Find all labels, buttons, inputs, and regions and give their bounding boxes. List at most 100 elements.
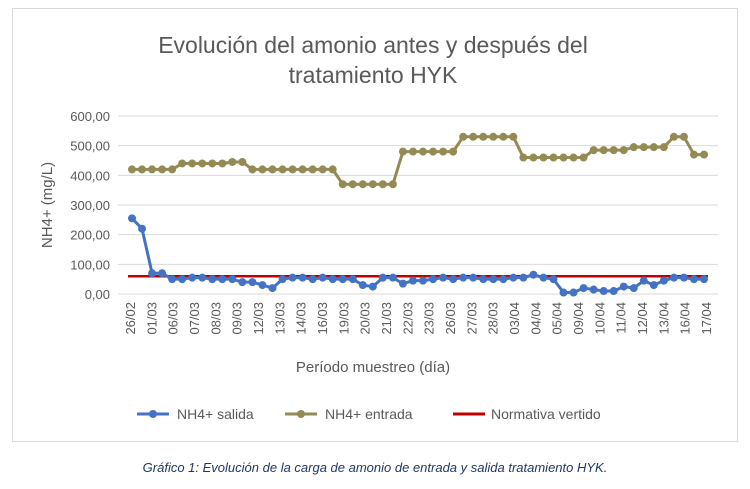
data-point (128, 214, 136, 223)
data-point (539, 153, 548, 162)
x-tick-labels: 26/02 01/03 06/03 07/03 08/03 09/03 12/03 13/03… (123, 302, 714, 335)
data-point (479, 132, 488, 141)
y-tick-label: 500,00 (70, 139, 110, 154)
data-point (288, 165, 297, 174)
data-point (158, 269, 167, 278)
data-point (609, 287, 618, 296)
data-point (178, 275, 187, 284)
legend-marker-0 (149, 410, 157, 418)
x-tick-label: 20/03 (358, 302, 373, 335)
x-tick-label: 17/04 (699, 302, 714, 335)
data-point (700, 150, 708, 159)
data-point (539, 273, 548, 282)
data-point (509, 273, 518, 282)
data-point (168, 275, 177, 284)
data-point (248, 278, 257, 287)
data-point (569, 288, 578, 297)
data-point (258, 165, 267, 174)
data-point (549, 275, 558, 284)
data-point (489, 132, 498, 141)
data-point (629, 143, 638, 152)
data-point (559, 288, 568, 297)
data-point (429, 147, 438, 156)
data-point (358, 180, 367, 189)
x-tick-label: 09/03 (230, 302, 245, 335)
data-point (318, 273, 327, 282)
series-line-0 (130, 217, 704, 295)
data-point (499, 275, 508, 284)
x-tick-label: 16/04 (678, 302, 693, 335)
data-point (378, 180, 387, 189)
data-point (469, 273, 478, 282)
data-point (569, 153, 578, 162)
data-point (218, 159, 227, 168)
data-point (700, 275, 708, 284)
data-point (599, 287, 608, 296)
x-tick-label: 08/03 (208, 302, 223, 335)
data-point (128, 165, 136, 174)
data-point (138, 224, 147, 233)
data-point (649, 143, 658, 152)
data-point (348, 275, 357, 284)
data-point (679, 132, 688, 141)
data-point (469, 132, 478, 141)
data-point (248, 165, 257, 174)
data-point (669, 273, 678, 282)
series-line-1 (132, 135, 704, 186)
data-point (268, 284, 277, 293)
data-point (388, 180, 397, 189)
data-point (368, 180, 377, 189)
legend-label-2: Normativa vertido (491, 406, 601, 422)
figure-caption: Gráfico 1: Evolución de la carga de amon… (142, 460, 608, 475)
data-point (519, 273, 528, 282)
data-point (138, 165, 147, 174)
data-point (589, 146, 598, 155)
data-point (459, 273, 468, 282)
gridlines (118, 115, 718, 295)
data-point (619, 282, 628, 291)
data-point (649, 281, 658, 290)
data-point (268, 165, 277, 174)
data-point (599, 146, 608, 155)
data-point (358, 281, 367, 290)
x-tick-label: 11/04 (614, 302, 629, 334)
data-point (298, 273, 307, 282)
data-point (679, 273, 688, 282)
legend-label-1: NH4+ entrada (325, 406, 413, 422)
data-point (218, 275, 227, 284)
data-point (519, 153, 528, 162)
data-point (449, 275, 458, 284)
x-tick-label: 16/03 (315, 302, 330, 335)
data-point (529, 270, 538, 279)
x-tick-label: 23/03 (422, 302, 437, 335)
x-tick-label: 22/03 (400, 302, 415, 335)
y-tick-label: 200,00 (70, 228, 110, 243)
x-tick-label: 19/03 (336, 302, 351, 335)
data-point (378, 273, 387, 282)
x-tick-label: 09/04 (571, 302, 586, 335)
x-tick-label: 13/03 (272, 302, 287, 335)
data-point (659, 276, 668, 285)
y-axis-label: NH4+ (mg/L) (39, 162, 56, 248)
data-point (429, 275, 438, 284)
data-point (579, 153, 588, 162)
data-point (258, 281, 267, 290)
y-tick-label: 0,00 (85, 287, 110, 302)
x-tick-label: 26/02 (123, 302, 138, 335)
y-tick-label: 400,00 (70, 168, 110, 183)
chart-title-line1: Evolución del amonio antes y después del (158, 32, 588, 58)
data-point (178, 159, 187, 168)
data-point (439, 147, 448, 156)
data-point (549, 153, 558, 162)
y-tick-label: 100,00 (70, 257, 110, 272)
y-tick-label: 600,00 (70, 109, 110, 124)
x-tick-label: 14/03 (294, 302, 309, 335)
data-point (338, 180, 347, 189)
data-point (348, 180, 357, 189)
data-point (278, 165, 287, 174)
data-point (148, 165, 157, 174)
data-point (639, 276, 648, 285)
data-point (198, 159, 207, 168)
legend: NH4+ salida NH4+ entrada Normativa vertido (137, 406, 601, 422)
data-point (158, 165, 167, 174)
